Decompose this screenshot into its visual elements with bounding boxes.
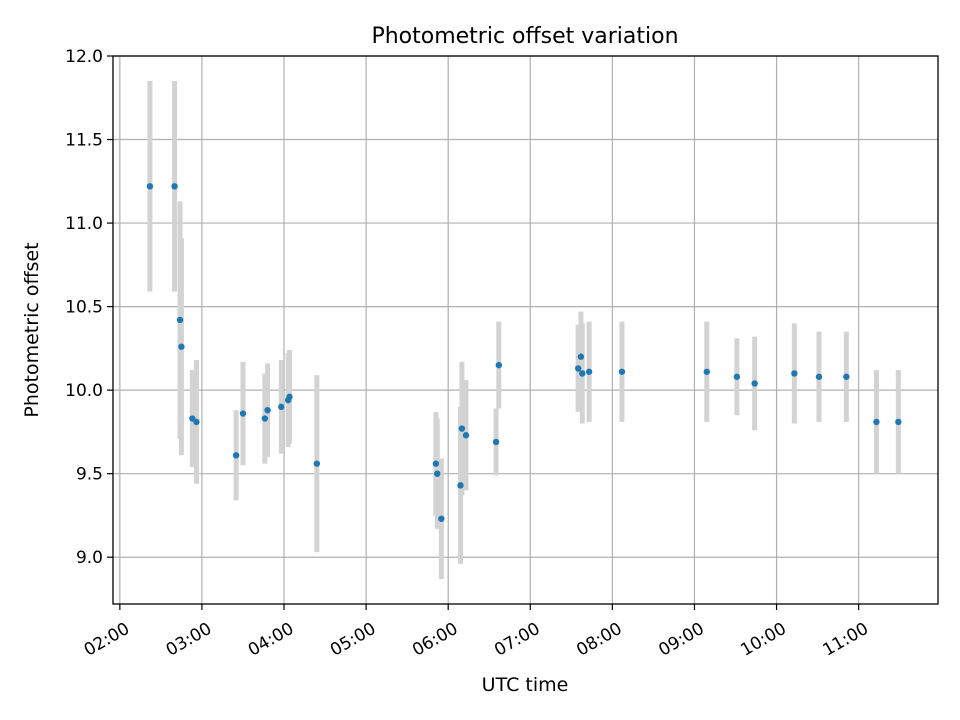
x-tick-label: 07:00 [491,619,543,661]
x-axis-label: UTC time [482,674,569,696]
data-point [574,365,582,372]
y-tick-label: 9.0 [76,548,103,568]
x-tick-label: 02:00 [81,619,133,661]
data-point [432,460,440,467]
y-tick-label: 9.5 [76,465,103,485]
x-tick-label: 04:00 [245,619,297,661]
data-point [434,470,441,477]
data-point [261,415,269,422]
data-point [585,368,593,375]
data-point [193,418,200,426]
data-point [232,452,240,459]
data-point [492,438,500,446]
data-point [171,183,178,190]
data-point [264,406,271,414]
y-axis: 9.0 9.5 10.0 10.5 11.0 11.5 12.0 [65,47,113,568]
data-point [176,316,184,324]
data-point [873,418,880,426]
data-point [579,370,586,377]
data-point [239,410,247,417]
data-point [146,183,154,190]
grid [113,55,938,604]
data-points [146,183,902,522]
data-point [313,460,321,467]
error-bars [147,81,901,579]
x-tick-label: 03:00 [163,619,215,661]
data-point [895,418,902,426]
y-axis-label: Photometric offset [21,242,43,417]
data-point [791,370,798,377]
y-tick-label: 10.0 [65,381,103,401]
data-point [618,368,626,375]
plot-frame [112,55,939,605]
x-tick-label: 11:00 [820,619,872,661]
data-point [733,373,741,380]
data-point [438,515,445,522]
x-tick-label: 06:00 [409,619,461,661]
chart-title: Photometric offset variation [371,24,678,49]
data-point [577,353,585,360]
x-tick-label: 08:00 [573,619,625,661]
y-tick-label: 10.5 [65,298,103,318]
x-tick-label: 09:00 [655,619,707,661]
y-tick-label: 11.5 [65,131,103,151]
data-point [815,373,823,380]
data-point [843,373,850,380]
y-tick-label: 12.0 [65,47,103,67]
data-point [462,432,470,439]
data-point [278,403,285,411]
x-tick-label: 05:00 [327,619,379,661]
data-point [495,361,503,369]
data-point [286,393,293,401]
data-point [458,425,466,432]
data-point [457,482,464,489]
x-axis: 02:00 03:00 04:00 05:00 06:00 07:00 08:00 09:00… [81,604,872,661]
data-point [703,368,710,375]
x-tick-label: 10:00 [737,619,789,661]
data-point [751,380,758,387]
data-point [178,343,185,350]
y-tick-label: 11.0 [65,214,103,234]
